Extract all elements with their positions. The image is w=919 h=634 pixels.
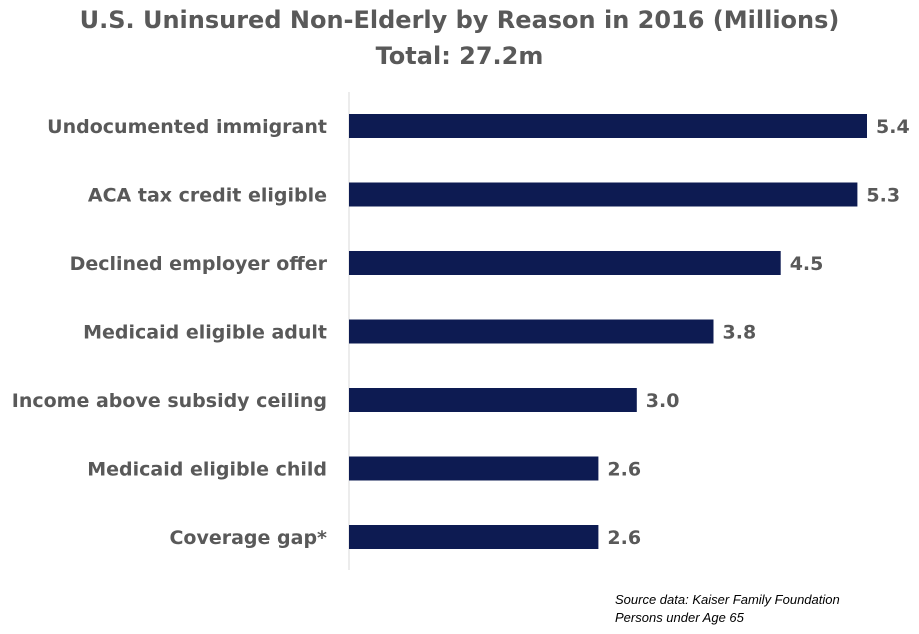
bar bbox=[349, 456, 599, 481]
bar bbox=[349, 114, 867, 138]
bar bbox=[349, 182, 858, 207]
value-labels: 5.4 5.3 4.5 3.8 3.0 2.6 2.6 bbox=[607, 116, 909, 549]
population-note: Persons under Age 65 bbox=[615, 610, 744, 625]
bars bbox=[349, 114, 867, 549]
bar bbox=[349, 525, 599, 549]
value-label: 3.8 bbox=[723, 322, 757, 344]
value-label: 2.6 bbox=[607, 527, 641, 549]
value-label: 5.3 bbox=[866, 185, 900, 207]
category-label: Coverage gap* bbox=[169, 527, 327, 549]
source-note: Source data: Kaiser Family Foundation bbox=[615, 592, 840, 607]
bar bbox=[349, 319, 714, 344]
category-label: Income above subsidy ceiling bbox=[12, 390, 327, 412]
chart-subtitle: Total: 27.2m bbox=[375, 42, 544, 70]
category-label: Medicaid eligible child bbox=[87, 459, 327, 481]
category-label: Medicaid eligible adult bbox=[83, 322, 327, 344]
value-label: 3.0 bbox=[646, 390, 680, 412]
bar bbox=[349, 251, 781, 275]
value-label: 4.5 bbox=[790, 253, 824, 275]
value-label: 2.6 bbox=[607, 459, 641, 481]
category-label: Declined employer offer bbox=[70, 253, 328, 275]
category-label: Undocumented immigrant bbox=[47, 116, 327, 138]
value-label: 5.4 bbox=[876, 116, 910, 138]
chart-title: U.S. Uninsured Non-Elderly by Reason in … bbox=[79, 6, 840, 34]
category-labels: Undocumented immigrant ACA tax credit eli… bbox=[12, 116, 328, 549]
category-label: ACA tax credit eligible bbox=[88, 185, 327, 207]
bar bbox=[349, 388, 637, 412]
